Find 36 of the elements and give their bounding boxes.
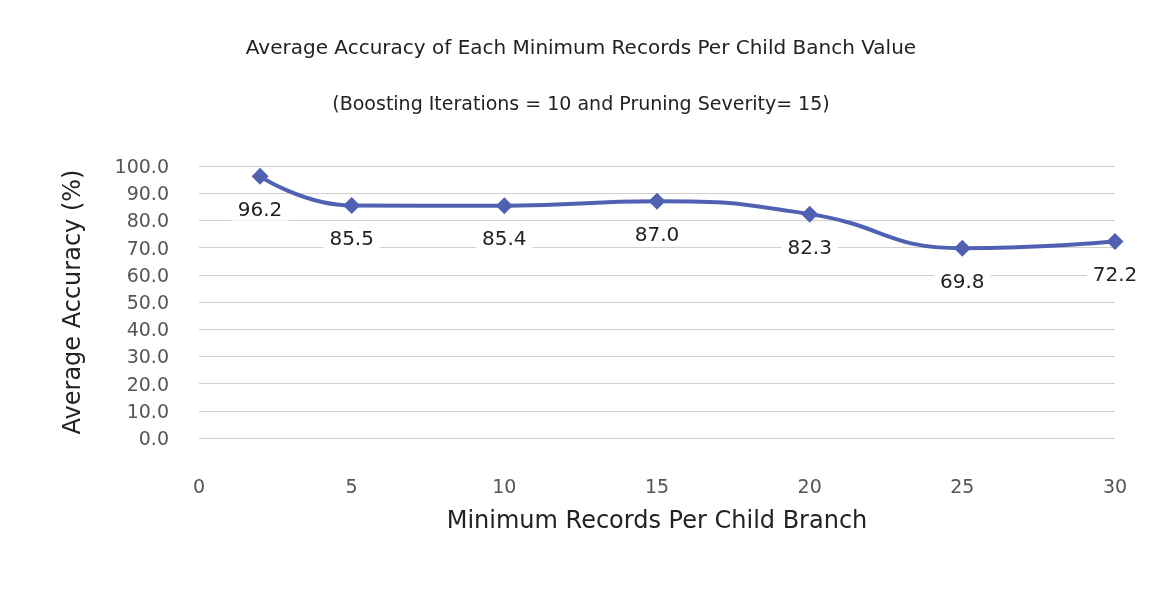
point [251,167,269,185]
point [648,192,666,210]
y-tick-label: 100.0 [114,155,169,177]
x-tick-label: 0 [192,474,206,497]
y-tick-label: 40.0 [126,318,169,341]
point [801,205,819,223]
data-label: 82.3 [787,234,832,259]
point [953,239,971,257]
y-tick-label: 10.0 [126,399,169,422]
chart-title: Average Accuracy of Each Minimum Records Per Child Banch Value [245,35,917,59]
x-tick-label: 30 [1102,474,1128,497]
x-tick-label: 5 [345,474,358,497]
x-tick-label: 20 [797,474,822,497]
point [495,197,513,215]
point [343,196,361,214]
data-label: 85.5 [329,225,374,250]
x-tick-label: 10 [492,474,517,497]
x-tick-label: 25 [950,474,975,497]
point [1106,233,1124,251]
x-axis-title: Minimum Records Per Child Branch [446,506,868,534]
data-label: 96.2 [237,196,283,221]
x-tick-label: 15 [644,474,670,497]
y-tick-label: 30.0 [126,345,169,368]
y-tick-label: 50.0 [126,291,169,313]
y-tick-label: 20.0 [126,372,169,395]
y-tick-label: 80.0 [126,209,169,232]
chart-subtitle: (Boosting Iterations = 10 and Pruning Severity= 15) [332,91,830,114]
y-tick-label: 0.0 [138,427,169,449]
data-label: 69.8 [940,268,985,293]
y-tick-label: 60.0 [126,263,169,286]
y-tick-label: 70.0 [126,236,169,259]
data-label: 85.4 [482,226,527,251]
y-axis-title: Average Accuracy (%) [58,169,86,435]
y-tick-label: 90.0 [126,182,169,205]
data-label: 72.2 [1092,262,1138,287]
data-label: 87.0 [634,221,680,246]
